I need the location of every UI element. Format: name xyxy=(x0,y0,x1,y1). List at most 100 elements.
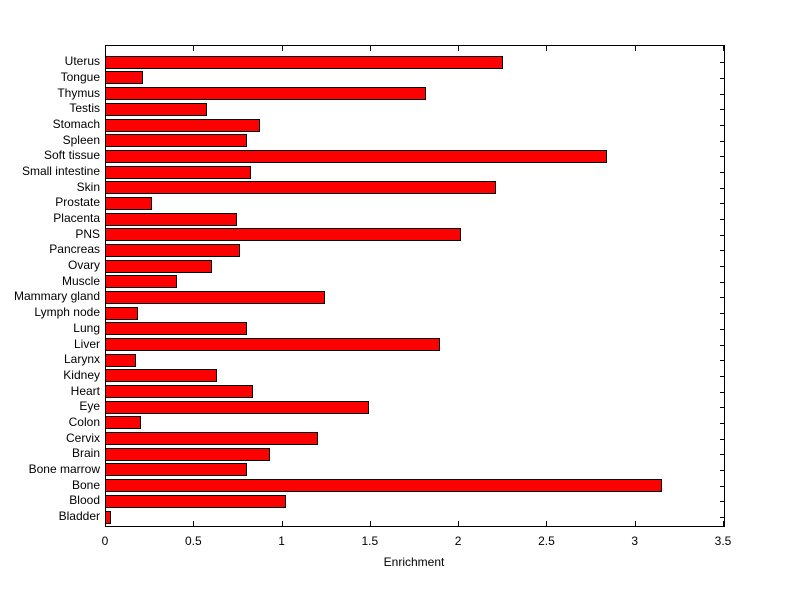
y-tick-kidney xyxy=(720,375,724,377)
bar-skin xyxy=(106,181,497,195)
y-tick-eye xyxy=(720,407,724,409)
bar-ovary xyxy=(106,259,212,273)
y-tick-testis xyxy=(720,109,724,111)
bar-pns xyxy=(106,228,461,242)
bar-stomach xyxy=(106,118,260,132)
y-label-cervix: Cervix xyxy=(65,430,100,445)
y-label-small-intestine: Small intestine xyxy=(21,164,100,179)
x-tick-top-3 xyxy=(634,46,636,51)
y-label-bone: Bone xyxy=(71,477,100,492)
y-label-muscle: Muscle xyxy=(61,273,100,288)
y-tick-skin xyxy=(720,187,724,189)
x-tick-top-0 xyxy=(105,46,106,51)
x-tick-bottom-2 xyxy=(458,521,460,526)
y-tick-cervix xyxy=(720,438,724,440)
y-tick-lymph-node xyxy=(720,313,724,315)
bar-kidney xyxy=(106,369,218,383)
x-tick-top-1 xyxy=(281,46,283,51)
bar-mammary-gland xyxy=(106,290,325,304)
y-tick-placenta xyxy=(720,219,724,221)
y-label-pns: PNS xyxy=(75,226,100,241)
y-label-ovary: Ovary xyxy=(67,258,100,273)
bar-uterus xyxy=(106,55,504,69)
bar-prostate xyxy=(106,196,152,210)
y-label-kidney: Kidney xyxy=(63,367,100,382)
y-tick-lung xyxy=(720,328,724,330)
bar-testis xyxy=(106,102,207,116)
bar-colon xyxy=(106,416,142,430)
y-tick-brain xyxy=(720,454,724,456)
y-label-prostate: Prostate xyxy=(55,195,100,210)
y-tick-prostate xyxy=(720,203,724,205)
bar-bone-marrow xyxy=(106,463,248,477)
y-tick-pancreas xyxy=(720,250,724,252)
y-tick-colon xyxy=(720,422,724,424)
bar-bladder xyxy=(106,510,112,524)
y-label-colon: Colon xyxy=(68,414,100,429)
bar-tongue xyxy=(106,71,144,85)
bar-pancreas xyxy=(106,243,241,257)
y-label-heart: Heart xyxy=(70,383,100,398)
bar-lymph-node xyxy=(106,306,138,320)
x-tick-label-1.5: 1.5 xyxy=(361,534,379,548)
x-axis-label: Enrichment xyxy=(383,555,445,569)
bar-muscle xyxy=(106,275,177,289)
y-tick-blood xyxy=(720,501,724,503)
x-tick-bottom-1 xyxy=(281,521,283,526)
y-tick-small-intestine xyxy=(720,172,724,174)
x-tick-bottom-3 xyxy=(634,521,636,526)
y-label-blood: Blood xyxy=(69,493,100,508)
y-tick-thymus xyxy=(720,93,724,95)
y-label-lung: Lung xyxy=(73,320,100,335)
x-tick-label-0.5: 0.5 xyxy=(184,534,202,548)
y-tick-liver xyxy=(720,344,724,346)
bar-heart xyxy=(106,385,253,399)
bar-bone xyxy=(106,479,663,493)
bar-lung xyxy=(106,322,248,336)
bar-eye xyxy=(106,400,370,414)
y-label-pancreas: Pancreas xyxy=(49,242,100,257)
y-tick-mammary-gland xyxy=(720,297,724,299)
y-label-liver: Liver xyxy=(73,336,100,351)
y-tick-pns xyxy=(720,234,724,236)
y-label-thymus: Thymus xyxy=(57,85,100,100)
y-label-bladder: Bladder xyxy=(58,509,100,523)
y-tick-heart xyxy=(720,391,724,393)
plot-area xyxy=(105,45,725,527)
y-tick-bladder xyxy=(720,517,724,518)
x-tick-label-3.5: 3.5 xyxy=(714,534,732,548)
y-label-stomach: Stomach xyxy=(52,117,100,132)
y-label-spleen: Spleen xyxy=(62,132,100,147)
bar-blood xyxy=(106,494,287,508)
y-tick-muscle xyxy=(720,281,724,283)
bar-spleen xyxy=(106,134,248,148)
x-tick-top-2 xyxy=(458,46,460,51)
x-tick-label-1: 1 xyxy=(278,534,285,548)
bar-placenta xyxy=(106,212,237,226)
y-label-testis: Testis xyxy=(69,101,100,116)
x-tick-bottom-0.5 xyxy=(193,521,195,526)
x-tick-top-3.5 xyxy=(723,46,724,51)
y-tick-soft-tissue xyxy=(720,156,724,158)
bar-cervix xyxy=(106,432,318,446)
y-tick-uterus xyxy=(720,62,724,64)
y-label-brain: Brain xyxy=(71,446,100,461)
y-label-soft-tissue: Soft tissue xyxy=(43,148,100,163)
y-label-tongue: Tongue xyxy=(60,69,100,84)
y-tick-ovary xyxy=(720,266,724,268)
y-tick-tongue xyxy=(720,77,724,79)
x-tick-bottom-1.5 xyxy=(369,521,371,526)
x-tick-label-3: 3 xyxy=(631,534,639,548)
y-label-placenta: Placenta xyxy=(53,211,100,226)
x-tick-label-2.5: 2.5 xyxy=(538,534,555,548)
y-tick-stomach xyxy=(720,125,724,127)
y-label-skin: Skin xyxy=(76,179,100,194)
x-tick-bottom-0 xyxy=(105,521,106,526)
y-label-mammary-gland: Mammary gland xyxy=(13,289,100,304)
y-label-eye: Eye xyxy=(79,399,100,414)
x-tick-top-0.5 xyxy=(193,46,195,51)
bar-larynx xyxy=(106,353,137,367)
y-tick-bone-marrow xyxy=(720,469,724,471)
x-tick-top-2.5 xyxy=(546,46,548,51)
